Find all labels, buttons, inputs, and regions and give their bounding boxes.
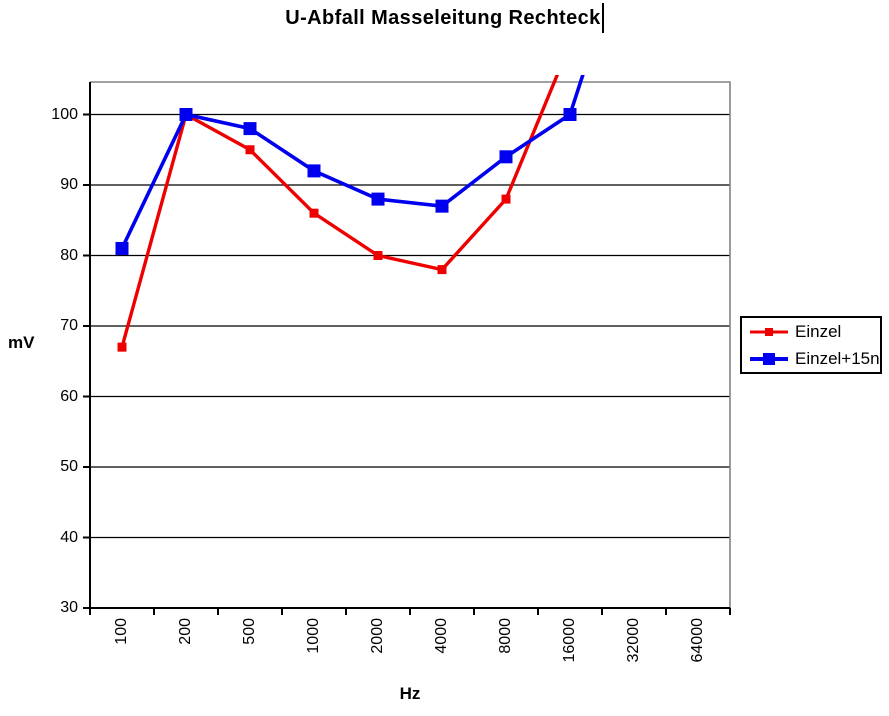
marker-einzel-1000hz[interactable] — [309, 208, 319, 218]
marker-einzel-4000hz[interactable] — [437, 265, 447, 275]
marker-einzel-16000hz[interactable] — [566, 40, 575, 49]
legend[interactable]: Einzel Einzel+15n — [740, 316, 882, 374]
y-tick-label-100: 100 — [51, 105, 78, 123]
y-tick-label-60: 60 — [60, 387, 78, 405]
legend-label-einzel: Einzel — [795, 321, 842, 341]
y-tick-label-30: 30 — [60, 599, 78, 616]
marker-einzel-15n-100hz[interactable] — [115, 241, 129, 255]
marker-einzel-15n-200hz[interactable] — [179, 108, 193, 121]
legend-sample-einzel-15n — [750, 351, 788, 367]
chart-title[interactable]: U-Abfall Masseleitung Rechteck — [285, 6, 601, 29]
legend-square-marker-icon — [763, 352, 775, 365]
legend-square-marker-icon — [765, 327, 773, 336]
x-tick-label-64000: 64000 — [689, 618, 706, 663]
series-einzel-15n — [115, 0, 634, 255]
x-tick-label-500: 500 — [241, 618, 258, 645]
x-axis-title: Hz — [399, 684, 421, 703]
plot-border — [90, 81, 731, 608]
marker-einzel-15n-4000hz[interactable] — [435, 199, 449, 213]
y-tick-label-40: 40 — [60, 528, 78, 546]
y-tick-label-70: 70 — [60, 317, 78, 334]
marker-einzel-15n-500hz[interactable] — [243, 122, 257, 136]
legend-item-einzel-15n[interactable]: Einzel+15n — [750, 345, 880, 372]
text-cursor — [601, 3, 604, 33]
series-line-einzel-15n[interactable] — [120, 0, 634, 250]
marker-einzel-8000hz[interactable] — [501, 194, 511, 204]
marker-einzel-2000hz[interactable] — [373, 251, 383, 260]
series-einzel — [117, 40, 575, 352]
x-tick-label-8000: 8000 — [497, 618, 514, 654]
marker-einzel-15n-8000hz[interactable] — [499, 150, 513, 164]
y-tick-label-80: 80 — [60, 246, 78, 264]
marker-einzel-15n-16000hz[interactable] — [563, 108, 577, 121]
y-tick-label-50: 50 — [60, 458, 78, 475]
x-tick-label-16000: 16000 — [561, 618, 578, 663]
marker-einzel-500hz[interactable] — [245, 145, 255, 155]
legend-label-einzel-15n: Einzel+15n — [795, 348, 880, 368]
marker-einzel-15n-1000hz[interactable] — [307, 164, 321, 178]
legend-item-einzel[interactable]: Einzel — [750, 318, 880, 345]
marker-einzel-15n-2000hz[interactable] — [371, 192, 385, 206]
title-row: U-Abfall Masseleitung Rechteck — [0, 3, 889, 33]
legend-sample-einzel — [750, 324, 788, 340]
x-tick-label-1000: 1000 — [305, 618, 322, 654]
series-line-einzel[interactable] — [120, 44, 570, 348]
y-axis-title: mV — [8, 333, 35, 352]
x-tick-label-2000: 2000 — [369, 618, 386, 654]
marker-einzel-100hz[interactable] — [117, 342, 127, 352]
x-tick-label-4000: 4000 — [433, 618, 450, 654]
x-tick-label-200: 200 — [177, 618, 194, 645]
x-tick-label-32000: 32000 — [625, 618, 642, 663]
x-tick-label-100: 100 — [113, 618, 130, 645]
y-tick-label-90: 90 — [60, 176, 78, 193]
